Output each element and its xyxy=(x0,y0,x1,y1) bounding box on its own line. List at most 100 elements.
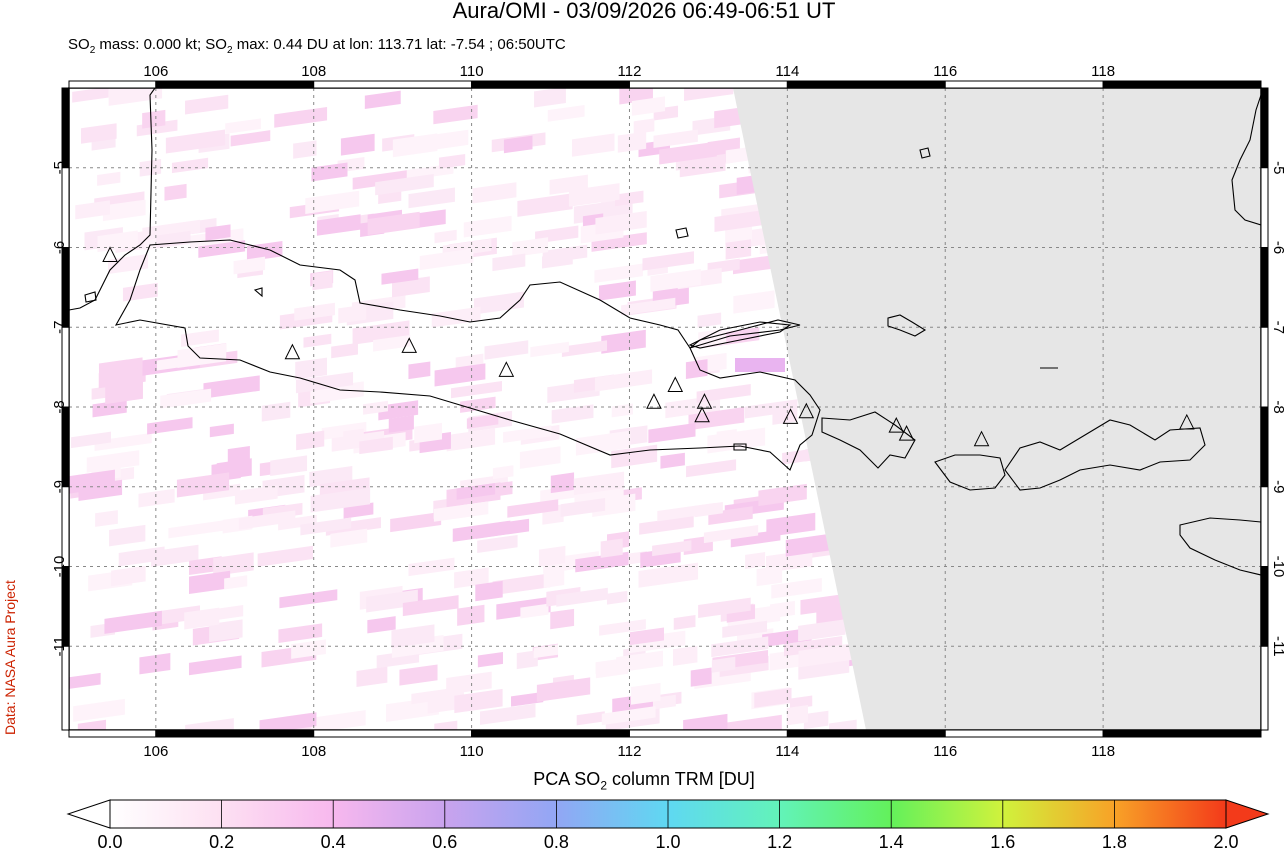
so2-pixel xyxy=(543,568,565,588)
so2-pixel xyxy=(652,540,692,557)
so2-pixel xyxy=(261,401,291,422)
so2-pixel xyxy=(456,483,496,500)
so2-pixel xyxy=(598,280,636,301)
so2-pixel xyxy=(503,425,552,443)
volcano-marker xyxy=(888,417,905,433)
so2-pixel xyxy=(754,687,792,708)
so2-pixel xyxy=(573,471,625,496)
frame-segment-bottom xyxy=(944,729,1104,738)
frame-segment-left xyxy=(61,167,70,249)
so2-pixel xyxy=(338,304,367,324)
so2-pixel xyxy=(601,329,646,354)
so2-pixel xyxy=(466,414,499,429)
so2-pixel xyxy=(571,133,615,157)
so2-pixel xyxy=(576,711,605,726)
so2-pixel xyxy=(454,688,503,714)
colorbar-tick-label: 0.4 xyxy=(320,832,346,852)
so2-pixel xyxy=(295,372,354,394)
frame-segment-right xyxy=(1260,486,1269,568)
frame-segment-bottom xyxy=(68,729,157,738)
so2-pixel xyxy=(419,248,474,271)
frame-segment-top xyxy=(628,80,788,89)
so2-pixel xyxy=(109,524,146,547)
so2-pixel xyxy=(310,381,364,404)
so2-pixel xyxy=(685,359,708,379)
coastline xyxy=(675,227,689,239)
so2-pixel xyxy=(111,565,146,587)
so2-pixel xyxy=(139,159,162,177)
colorbar xyxy=(66,799,1270,829)
lat-tick-label-left: -6 xyxy=(51,241,68,254)
lon-tick-label-bottom: 112 xyxy=(618,743,642,760)
so2-pixel xyxy=(639,515,694,535)
so2-pixel xyxy=(475,518,530,539)
so2-pixel xyxy=(503,135,533,154)
frame-segment-right xyxy=(1260,566,1269,647)
so2-pixel xyxy=(711,636,769,658)
so2-pixel xyxy=(399,664,438,686)
so2-pixel xyxy=(75,200,110,220)
so2-pixel xyxy=(209,619,243,643)
coastline xyxy=(733,443,747,451)
so2-pixel xyxy=(142,109,166,129)
so2-pixel xyxy=(477,534,518,553)
so2-pixel xyxy=(375,173,434,196)
frame-segment-left xyxy=(61,326,70,408)
frame-segment-right xyxy=(1260,645,1269,731)
lat-tick-label-left: -9 xyxy=(51,480,68,493)
coastline xyxy=(688,321,792,349)
so2-pixel xyxy=(279,589,338,609)
so2-pixel xyxy=(684,88,734,102)
colorbar-tick-label: 0.2 xyxy=(209,832,235,852)
lat-tick-label-right: -7 xyxy=(1270,321,1287,334)
so2-pixel xyxy=(305,190,360,214)
colorbar-tick-label: 1.2 xyxy=(767,832,793,852)
frame-segment-left xyxy=(61,87,70,169)
so2-pixel xyxy=(359,436,393,455)
so2-pixel xyxy=(71,431,112,449)
so2-pixel xyxy=(560,497,606,518)
so2-pixel xyxy=(278,623,323,644)
so2-pixel xyxy=(213,552,254,577)
so2-pixel xyxy=(122,282,158,302)
so2-pixel xyxy=(798,619,846,642)
so2-pixel xyxy=(733,290,775,314)
so2-pixel xyxy=(340,133,375,156)
so2-pixel xyxy=(771,578,822,599)
frame-segment-bottom xyxy=(313,729,473,738)
volcano-marker xyxy=(284,343,301,360)
so2-pixel xyxy=(185,718,234,730)
so2-pixel xyxy=(230,130,271,147)
colorbar-high-arrow xyxy=(1225,799,1270,829)
so2-pixel xyxy=(631,96,666,116)
so2-pixel xyxy=(711,656,736,673)
frame-segment-top xyxy=(471,80,630,89)
so2-pixel xyxy=(136,119,178,137)
so2-pixel xyxy=(73,698,125,722)
so2-pixel xyxy=(460,396,496,413)
so2-pixel xyxy=(259,712,317,730)
frame-segment-right xyxy=(1260,406,1269,488)
lon-tick-label-bottom: 118 xyxy=(1091,743,1115,760)
frame-segment-left xyxy=(61,566,70,647)
coastline xyxy=(84,291,97,303)
so2-pixel xyxy=(591,232,647,252)
so2-pixel xyxy=(296,430,325,451)
frame-segment-top xyxy=(786,80,946,89)
so2-pixel xyxy=(311,162,348,182)
so2-pixel xyxy=(388,415,414,433)
so2-pixel xyxy=(551,404,594,424)
so2-pixel xyxy=(786,705,808,726)
lon-tick-label-top: 116 xyxy=(933,63,957,80)
so2-pixel xyxy=(543,551,599,574)
so2-pixel xyxy=(270,455,308,477)
so2-pixel xyxy=(234,485,278,505)
plot-subtitle: SO2 mass: 0.000 kt; SO2 max: 0.44 DU at … xyxy=(68,36,566,56)
so2-pixel xyxy=(606,590,628,605)
so2-pixel xyxy=(722,620,768,638)
so2-pixel xyxy=(633,118,655,135)
so2-pixel xyxy=(698,597,751,619)
frame-segment-right xyxy=(1260,167,1269,249)
so2-pixel xyxy=(492,573,551,596)
frame-segment-top xyxy=(313,80,473,89)
